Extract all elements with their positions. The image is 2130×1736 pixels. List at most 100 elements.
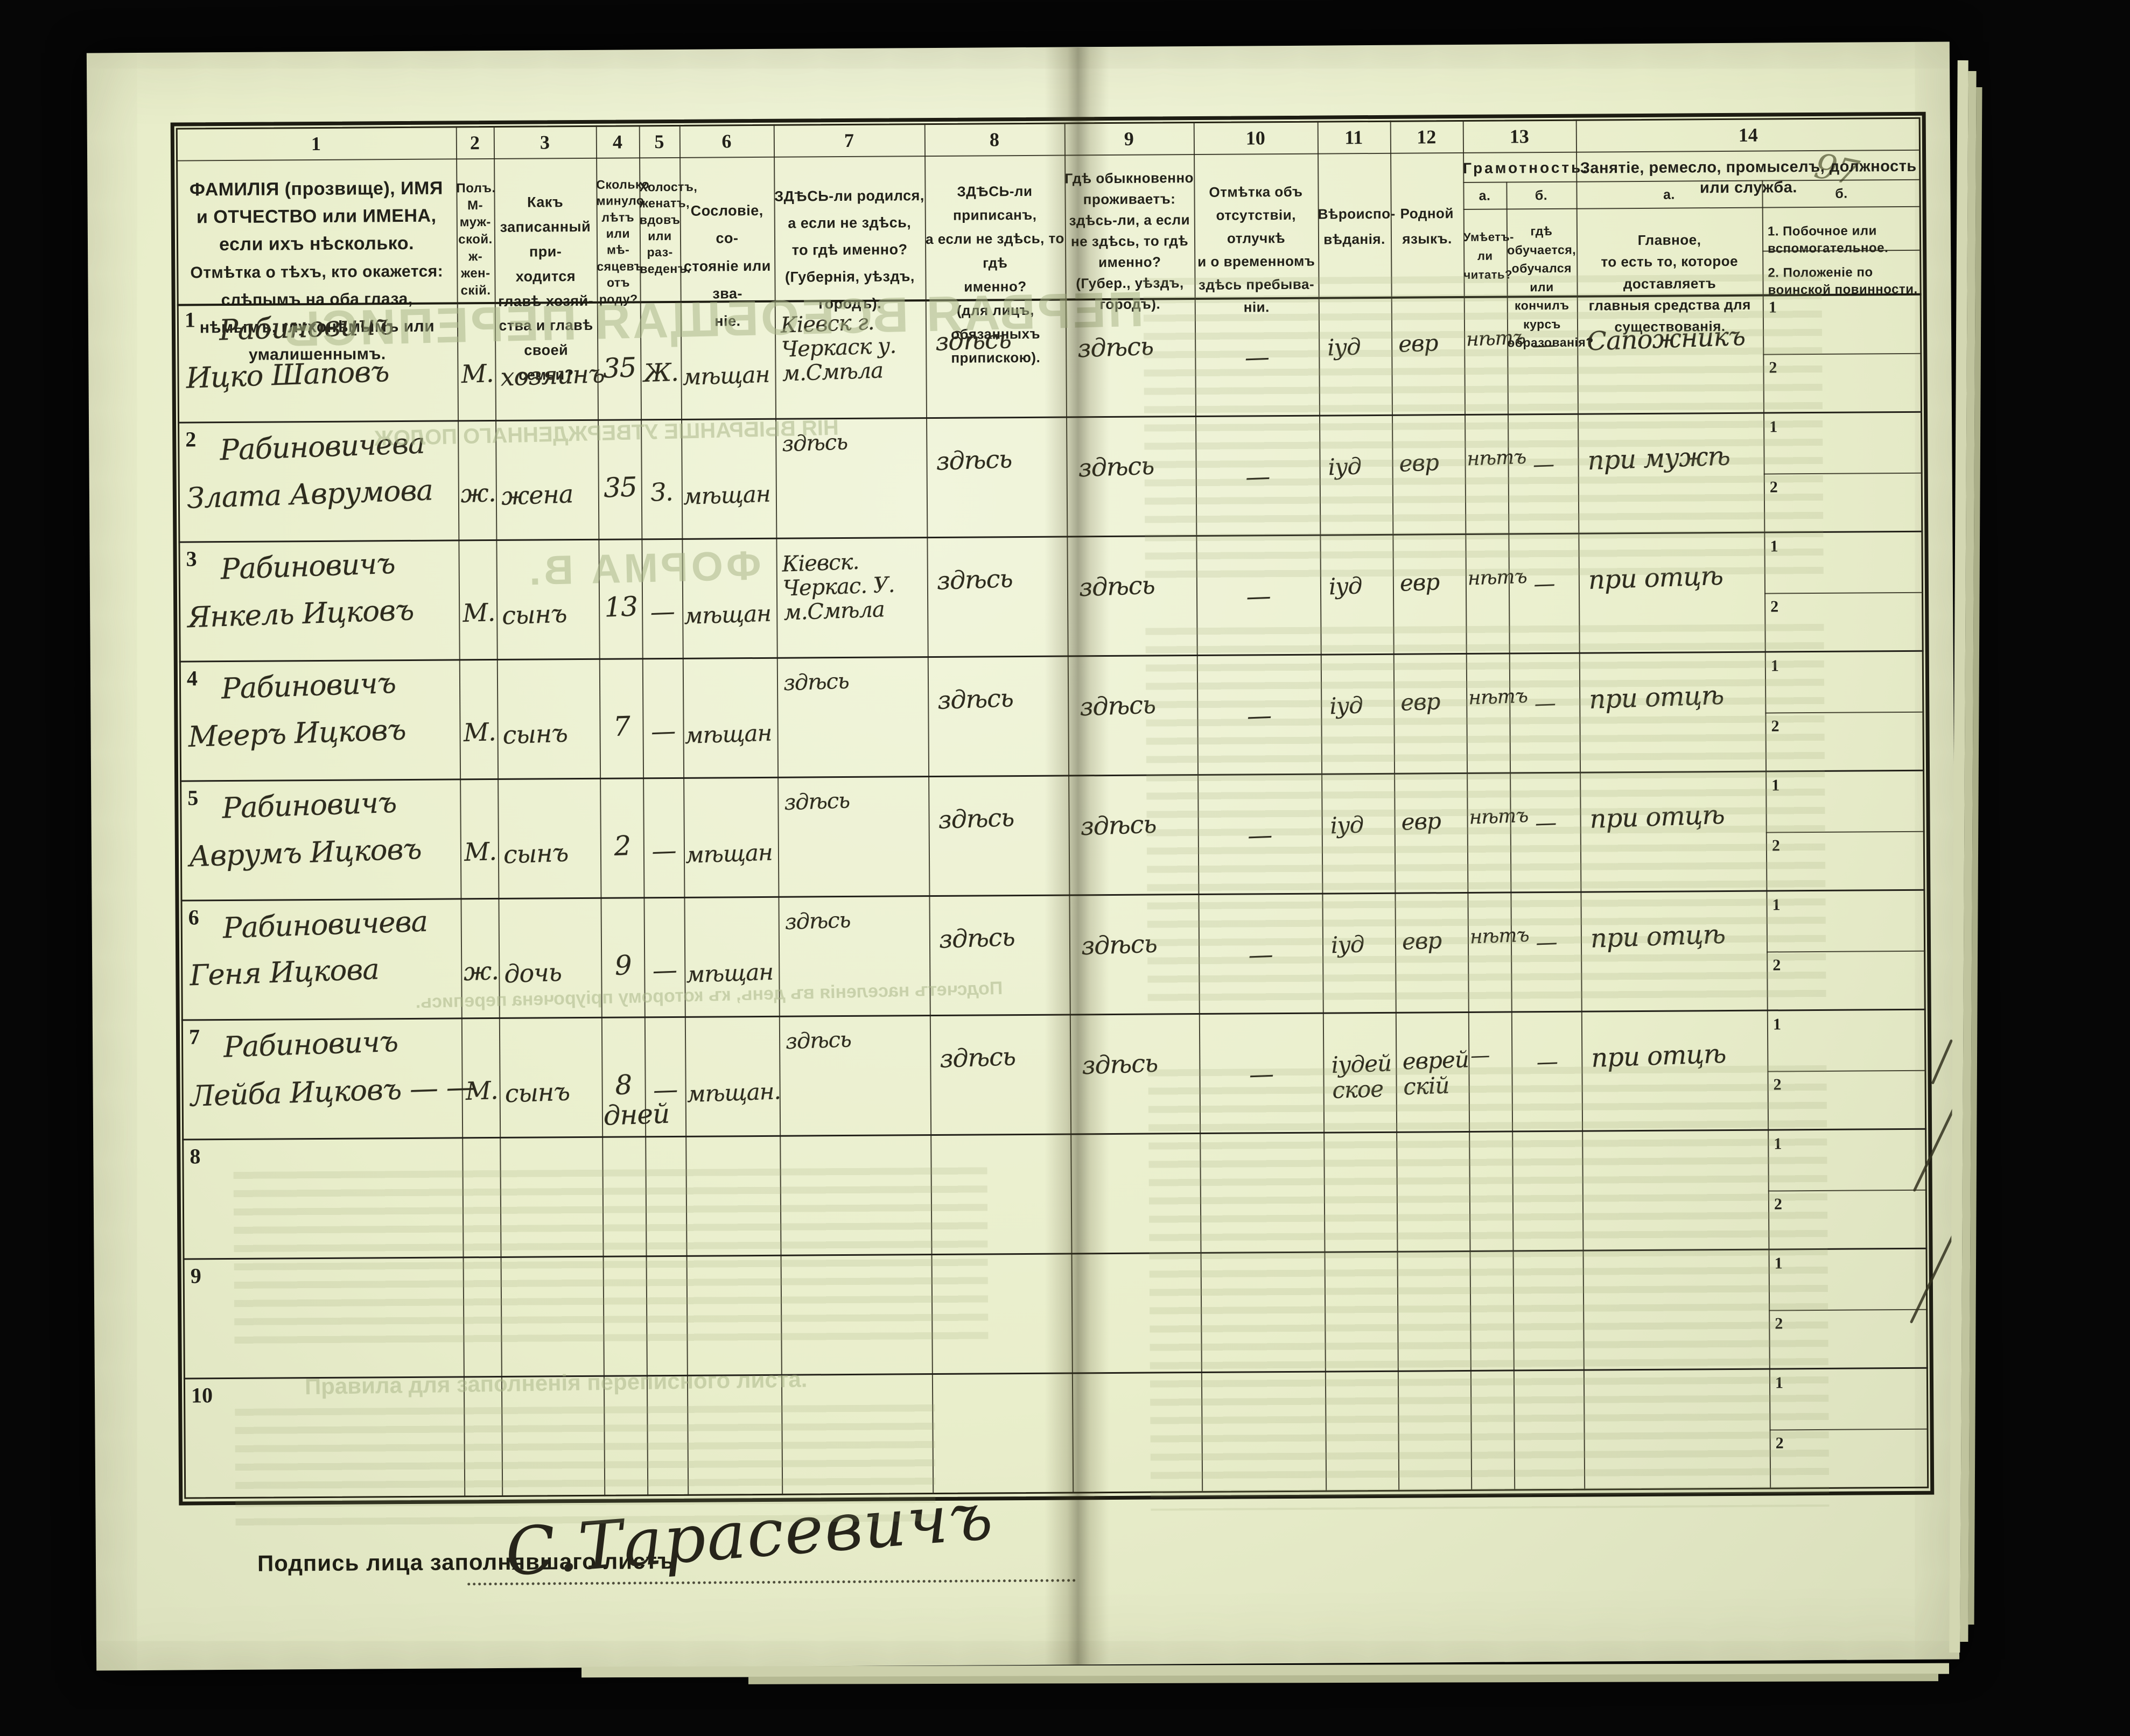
- header-age: Сколько минуло лѣтъ или мѣ- сяцевъ отъ р…: [596, 177, 650, 306]
- cell-given-names: Злата Аврумова: [186, 474, 433, 515]
- subcell-label-1: 1: [1772, 1015, 1782, 1034]
- col-number-4: 4: [612, 131, 623, 153]
- header-marital: Холостъ, женатъ, вдовъ или раз- веденъ.: [639, 179, 698, 276]
- cell-literacy: —: [1470, 1044, 1490, 1067]
- cell-given-names: Аврумъ Ицковъ: [188, 832, 422, 874]
- cell-age: 35: [603, 471, 637, 504]
- cell-estate: мѣщан: [684, 719, 773, 749]
- cell-marital: Ж.: [643, 357, 679, 388]
- bleed-form-label: ФОРМА В.: [525, 543, 762, 594]
- cell-marital: —: [651, 835, 677, 866]
- row-number: 4: [186, 666, 198, 691]
- cell-relation: сынъ: [502, 718, 568, 750]
- cell-estate: мѣщан: [685, 839, 773, 869]
- cell-estate: мѣщан: [685, 958, 774, 988]
- col-number-1: 1: [311, 132, 321, 155]
- cell-age: 13: [604, 591, 638, 623]
- header-sex: Полъ. М-муж- ской. ж-жен- скій.: [456, 180, 496, 298]
- subcell-divider: [1764, 592, 1924, 594]
- cell-surname: Рабиновичъ: [221, 786, 397, 825]
- col-number-13: 13: [1509, 125, 1529, 147]
- cell-age: 9: [614, 950, 632, 982]
- row-number: 10: [191, 1383, 213, 1408]
- cell-marital: З.: [650, 477, 674, 507]
- cell-residence: здѣсь: [1081, 929, 1158, 961]
- header-literacy-b-letter: б.: [1535, 188, 1548, 203]
- col-number-12: 12: [1417, 126, 1437, 148]
- cell-residence: здѣсь: [1080, 809, 1157, 841]
- cell-given-names: Янкель Ицковъ: [187, 594, 415, 635]
- cell-relation: хозяинъ: [500, 359, 605, 392]
- row-number: 3: [186, 546, 197, 571]
- header-literacy-group: Грамотность.: [1463, 159, 1589, 177]
- cell-registered: здѣсь: [938, 922, 1015, 954]
- cell-residence: здѣсь: [1079, 690, 1156, 722]
- col-number-14: 14: [1738, 124, 1758, 146]
- cell-registered: здѣсь: [939, 1042, 1016, 1073]
- census-sheet-spread: ПЕРВАЯ ВСЕОБЩАЯ ПЕРЕПИСЬ НІЯ ВЫБРАНШЕ УТ…: [86, 41, 1960, 1671]
- row-number: 7: [188, 1024, 200, 1049]
- header-name-main: ФАМИЛІЯ (прозвище), ИМЯ и ОТЧЕСТВО или И…: [189, 178, 443, 255]
- row-number: 5: [187, 785, 199, 810]
- pen-stroke: [1931, 1039, 1953, 1085]
- cell-estate: мѣщан: [682, 361, 770, 391]
- cell-estate: мѣщан.: [686, 1078, 781, 1108]
- cell-sex: М.: [463, 717, 496, 748]
- cell-residence: здѣсь: [1077, 451, 1155, 483]
- cell-estate: мѣщан: [683, 600, 772, 630]
- bleed-texture: [1148, 1065, 1830, 1511]
- header-religion: Вѣроиспо- вѣданія.: [1318, 205, 1396, 248]
- cell-relation: сынъ: [504, 1077, 570, 1108]
- cell-registered: здѣсь: [937, 803, 1015, 834]
- col-number-10: 10: [1245, 127, 1265, 149]
- header-occupation-a-letter: а.: [1663, 187, 1676, 202]
- cell-given-names: Геня Ицкова: [189, 953, 380, 993]
- cell-birthplace: Кіевск. Черкас. У. м.Смѣла: [781, 549, 895, 625]
- bleed-texture: [235, 1404, 936, 1533]
- col-number-8: 8: [989, 129, 999, 151]
- cell-surname: Рабиновичева: [222, 905, 429, 945]
- cell-sex: ж.: [460, 478, 496, 509]
- cell-sex: ж.: [463, 956, 499, 987]
- cell-surname: Рабиновичъ: [221, 666, 396, 706]
- row-number: 6: [188, 905, 199, 930]
- cell-registered: здѣсь: [937, 683, 1014, 715]
- cell-registered: здѣсь: [935, 444, 1013, 476]
- col-number-5: 5: [654, 131, 664, 153]
- cell-age: 7: [613, 711, 630, 743]
- row-number: 1: [184, 307, 196, 332]
- cell-sex: М.: [464, 837, 497, 867]
- col-number-3: 3: [539, 131, 550, 153]
- cell-residence: здѣсь: [1081, 1048, 1158, 1080]
- cell-birthplace: здѣсь: [784, 908, 851, 935]
- cell-relation: жена: [500, 479, 573, 511]
- header-occupation-b1: 1. Побочное или вспомогательное.: [1767, 223, 1889, 256]
- cell-age: 8 дней: [602, 1069, 670, 1131]
- cell-age: 35: [602, 352, 637, 384]
- cell-age: 2: [613, 830, 632, 862]
- cell-registered: здѣсь: [936, 564, 1013, 595]
- cell-given-names: Лейба Ицковъ — —: [190, 1070, 475, 1113]
- cell-surname: Рабиновичъ: [223, 1025, 398, 1064]
- cell-relation: сынъ: [503, 838, 569, 869]
- row-number: 8: [190, 1144, 201, 1169]
- header-occupation-b-letter: б.: [1835, 186, 1848, 201]
- cell-given-names: Ицко Шаповъ: [185, 355, 390, 395]
- cell-birthplace: здѣсь: [785, 1027, 852, 1055]
- header-language: Родной языкъ.: [1400, 205, 1454, 247]
- cell-marital: —: [650, 716, 676, 746]
- cell-absence-mark: —: [1245, 581, 1271, 612]
- header-literacy-a-letter: а.: [1479, 188, 1491, 203]
- cell-given-names: Мееръ Ицковъ: [187, 713, 407, 754]
- col-number-2: 2: [470, 132, 480, 154]
- cell-birthplace: здѣсь: [783, 669, 850, 696]
- bleed-texture: [1145, 623, 1826, 1005]
- cell-residence: здѣсь: [1078, 570, 1155, 602]
- col-number-11: 11: [1344, 126, 1363, 149]
- subcell-label-2: 2: [1770, 598, 1779, 616]
- cell-sex: М.: [460, 359, 494, 389]
- cell-marital: —: [653, 1074, 678, 1105]
- cell-relation: сынъ: [501, 599, 567, 630]
- row-number: 2: [185, 427, 197, 452]
